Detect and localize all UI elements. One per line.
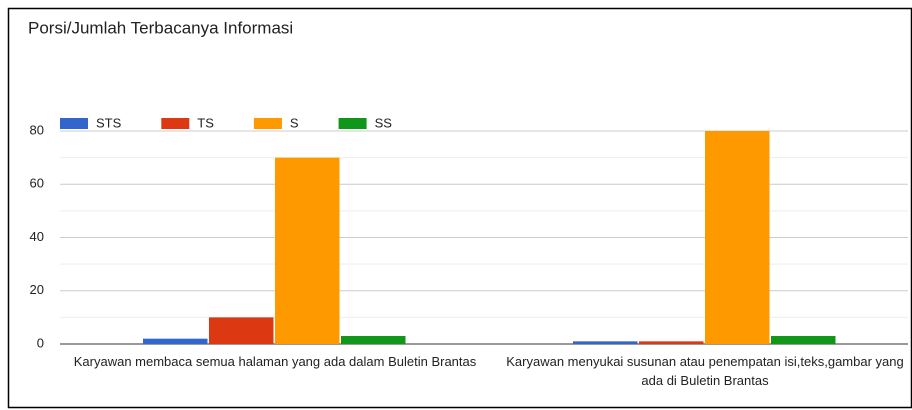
y-tick-label: 80 <box>30 122 44 137</box>
y-tick-label: 0 <box>37 335 44 350</box>
legend-swatch <box>338 118 367 129</box>
legend-label: STS <box>96 115 122 130</box>
x-tick-label: Karyawan membaca semua halaman yang ada … <box>73 354 477 369</box>
bar <box>705 131 770 344</box>
legend-label: TS <box>197 115 214 130</box>
legend-label: SS <box>375 115 393 130</box>
legend-swatch <box>161 118 190 129</box>
chart-title: Porsi/Jumlah Terbacanya Informasi <box>28 18 293 37</box>
legend-swatch <box>253 118 282 129</box>
y-tick-label: 20 <box>30 282 44 297</box>
bar <box>639 341 704 344</box>
bar <box>573 341 638 344</box>
legend-swatch <box>60 118 88 129</box>
bar <box>209 317 274 344</box>
bar <box>341 336 406 344</box>
bar <box>275 157 340 344</box>
frame <box>7 7 912 409</box>
y-tick-label: 60 <box>30 176 44 191</box>
y-tick-label: 40 <box>30 229 44 244</box>
x-tick-label: Karyawan menyukai susunan atau penempata… <box>506 354 904 388</box>
bar <box>143 338 208 344</box>
bar <box>771 336 836 344</box>
legend-label: S <box>290 115 299 130</box>
